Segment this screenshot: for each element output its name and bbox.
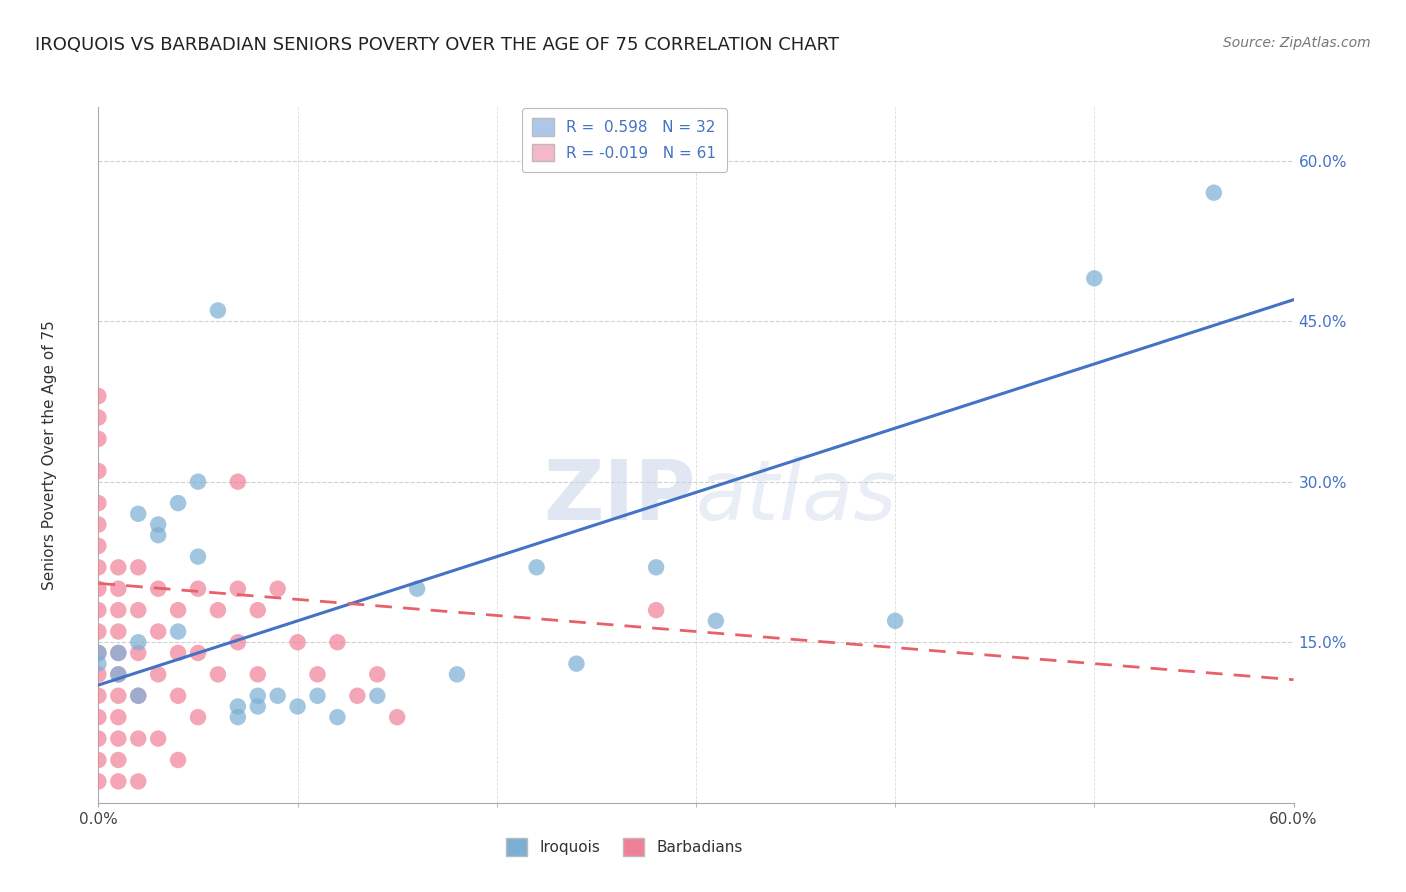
Point: [406, 582, 429, 596]
Point: [1083, 271, 1105, 285]
Point: [167, 753, 190, 767]
Point: [87, 582, 110, 596]
Point: [565, 657, 588, 671]
Point: [87, 539, 110, 553]
Point: [87, 603, 110, 617]
Point: [884, 614, 907, 628]
Point: [267, 582, 290, 596]
Point: [87, 624, 110, 639]
Point: [107, 646, 129, 660]
Point: [107, 667, 129, 681]
Point: [87, 496, 110, 510]
Point: [127, 731, 149, 746]
Point: [148, 582, 170, 596]
Point: [326, 710, 349, 724]
Point: [87, 410, 110, 425]
Point: [704, 614, 727, 628]
Point: [187, 710, 209, 724]
Point: [246, 667, 269, 681]
Point: [107, 753, 129, 767]
Point: [446, 667, 468, 681]
Point: [107, 646, 129, 660]
Point: [187, 549, 209, 564]
Point: [127, 560, 149, 574]
Point: [246, 689, 269, 703]
Point: [87, 689, 110, 703]
Point: [148, 667, 170, 681]
Point: [326, 635, 349, 649]
Point: [127, 603, 149, 617]
Point: [87, 389, 110, 403]
Text: atlas: atlas: [696, 456, 897, 537]
Point: [107, 774, 129, 789]
Point: [226, 635, 249, 649]
Point: [87, 646, 110, 660]
Point: [127, 507, 149, 521]
Point: [226, 710, 249, 724]
Point: [226, 699, 249, 714]
Point: [87, 560, 110, 574]
Text: IROQUOIS VS BARBADIAN SENIORS POVERTY OVER THE AGE OF 75 CORRELATION CHART: IROQUOIS VS BARBADIAN SENIORS POVERTY OV…: [35, 36, 839, 54]
Point: [226, 475, 249, 489]
Point: [107, 624, 129, 639]
Point: [87, 432, 110, 446]
Point: [246, 603, 269, 617]
Point: [87, 464, 110, 478]
Point: [107, 731, 129, 746]
Point: [107, 603, 129, 617]
Point: [307, 689, 329, 703]
Point: [167, 603, 190, 617]
Point: [107, 582, 129, 596]
Point: [287, 635, 309, 649]
Point: [107, 560, 129, 574]
Point: [207, 303, 229, 318]
Point: [187, 646, 209, 660]
Point: [267, 689, 290, 703]
Point: [385, 710, 409, 724]
Point: [187, 475, 209, 489]
Point: [87, 774, 110, 789]
Point: [87, 710, 110, 724]
Point: [366, 689, 388, 703]
Point: [127, 689, 149, 703]
Point: [226, 582, 249, 596]
Point: [107, 710, 129, 724]
Point: [187, 582, 209, 596]
Text: Source: ZipAtlas.com: Source: ZipAtlas.com: [1223, 36, 1371, 50]
Point: [1202, 186, 1225, 200]
Point: [346, 689, 368, 703]
Text: ZIP: ZIP: [544, 456, 696, 537]
Point: [107, 689, 129, 703]
Legend: Iroquois, Barbadians: Iroquois, Barbadians: [496, 829, 752, 864]
Point: [526, 560, 548, 574]
Point: [645, 603, 668, 617]
Point: [148, 731, 170, 746]
Point: [167, 689, 190, 703]
Point: [87, 646, 110, 660]
Point: [127, 774, 149, 789]
Point: [87, 667, 110, 681]
Point: [207, 603, 229, 617]
Point: [87, 731, 110, 746]
Point: [148, 528, 170, 542]
Point: [107, 667, 129, 681]
Point: [167, 624, 190, 639]
Point: [366, 667, 388, 681]
Point: [148, 517, 170, 532]
Point: [127, 689, 149, 703]
Point: [87, 753, 110, 767]
Point: [87, 517, 110, 532]
Point: [167, 646, 190, 660]
Point: [127, 646, 149, 660]
Point: [645, 560, 668, 574]
Point: [127, 635, 149, 649]
Point: [307, 667, 329, 681]
Point: [148, 624, 170, 639]
Point: [287, 699, 309, 714]
Point: [167, 496, 190, 510]
Point: [207, 667, 229, 681]
Y-axis label: Seniors Poverty Over the Age of 75: Seniors Poverty Over the Age of 75: [42, 320, 56, 590]
Point: [87, 657, 110, 671]
Point: [246, 699, 269, 714]
